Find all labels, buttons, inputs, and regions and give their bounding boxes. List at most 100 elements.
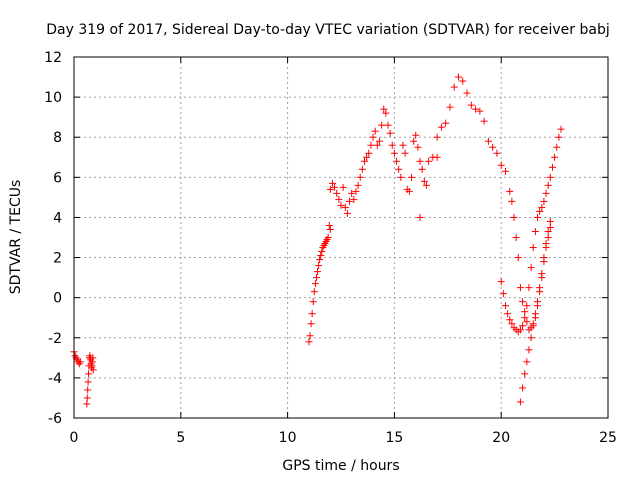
data-point bbox=[89, 366, 97, 374]
data-point bbox=[555, 133, 563, 141]
data-point bbox=[534, 298, 542, 306]
data-point bbox=[348, 189, 356, 197]
data-point bbox=[489, 143, 497, 151]
y-tick-labels: -6 -4 -2 0 2 4 6 8 10 12 bbox=[44, 50, 62, 427]
data-point bbox=[369, 133, 377, 141]
data-point bbox=[325, 221, 333, 229]
data-point bbox=[514, 254, 522, 262]
data-point bbox=[326, 185, 334, 193]
data-point bbox=[401, 149, 409, 157]
data-point bbox=[501, 167, 509, 175]
axis-ticks bbox=[73, 56, 609, 419]
data-point bbox=[422, 181, 430, 189]
data-point bbox=[544, 181, 552, 189]
data-point bbox=[531, 310, 539, 318]
data-point bbox=[519, 322, 527, 330]
data-point bbox=[493, 149, 501, 157]
data-point bbox=[442, 119, 450, 127]
data-point bbox=[542, 240, 550, 248]
data-point bbox=[529, 322, 537, 330]
data-point bbox=[89, 354, 97, 362]
data-point bbox=[538, 270, 546, 278]
data-point bbox=[536, 284, 544, 292]
data-point bbox=[516, 326, 524, 334]
data-point bbox=[531, 227, 539, 235]
data-point bbox=[425, 157, 433, 165]
x-tick-label: 25 bbox=[599, 430, 617, 446]
data-point bbox=[544, 227, 552, 235]
y-tick-label: 10 bbox=[44, 90, 62, 106]
y-tick-label: -6 bbox=[48, 411, 62, 427]
data-point bbox=[418, 165, 426, 173]
x-tick-label: 0 bbox=[70, 430, 79, 446]
data-point bbox=[501, 302, 509, 310]
data-point bbox=[450, 83, 458, 91]
data-point bbox=[433, 133, 441, 141]
data-point bbox=[446, 103, 454, 111]
y-tick-label: 8 bbox=[53, 130, 62, 146]
data-point bbox=[308, 310, 316, 318]
data-point bbox=[497, 161, 505, 169]
y-tick-label: 2 bbox=[53, 251, 62, 267]
x-tick-label: 15 bbox=[385, 430, 403, 446]
data-point bbox=[84, 386, 92, 394]
data-point bbox=[85, 370, 93, 378]
data-point bbox=[397, 173, 405, 181]
data-point bbox=[437, 123, 445, 131]
data-point bbox=[499, 290, 507, 298]
data-point bbox=[311, 280, 319, 288]
data-point bbox=[412, 131, 420, 139]
data-point bbox=[390, 149, 398, 157]
data-point bbox=[83, 400, 91, 408]
data-point bbox=[553, 143, 561, 151]
data-point bbox=[516, 398, 524, 406]
y-tick-label: 12 bbox=[44, 50, 62, 66]
y-tick-label: 0 bbox=[53, 291, 62, 307]
data-point bbox=[358, 165, 366, 173]
data-point bbox=[508, 320, 516, 328]
data-point bbox=[540, 254, 548, 262]
y-tick-label: -2 bbox=[48, 331, 62, 347]
data-point bbox=[527, 264, 535, 272]
data-point bbox=[309, 298, 317, 306]
data-point bbox=[433, 153, 441, 161]
data-point bbox=[360, 157, 368, 165]
data-point bbox=[484, 137, 492, 145]
data-point bbox=[384, 121, 392, 129]
data-point bbox=[395, 165, 403, 173]
data-point bbox=[380, 105, 388, 113]
data-point bbox=[363, 153, 371, 161]
data-point bbox=[354, 181, 362, 189]
data-point bbox=[328, 179, 336, 187]
data-point bbox=[508, 197, 516, 205]
data-point bbox=[382, 109, 390, 117]
data-point bbox=[306, 332, 314, 340]
data-point bbox=[324, 234, 332, 241]
x-tick-labels: 0 5 10 15 20 25 bbox=[70, 430, 617, 446]
y-tick-label: -4 bbox=[48, 371, 62, 387]
data-point bbox=[523, 358, 531, 366]
data-point bbox=[546, 223, 554, 231]
data-point bbox=[525, 284, 533, 292]
data-point bbox=[548, 163, 556, 171]
chart-title: Day 319 of 2017, Sidereal Day-to-day VTE… bbox=[46, 22, 609, 38]
data-point bbox=[393, 157, 401, 165]
data-point bbox=[538, 203, 546, 211]
grid bbox=[74, 57, 608, 418]
data-point bbox=[84, 378, 92, 386]
data-point bbox=[506, 316, 514, 324]
data-point bbox=[540, 197, 548, 205]
data-point bbox=[350, 195, 358, 203]
data-point bbox=[516, 284, 524, 292]
data-point bbox=[373, 141, 381, 149]
data-point bbox=[367, 141, 375, 149]
data-point bbox=[310, 288, 318, 296]
data-point bbox=[333, 189, 341, 197]
data-point bbox=[318, 248, 326, 256]
data-point bbox=[542, 189, 550, 197]
data-point bbox=[523, 318, 531, 326]
data-point bbox=[316, 256, 324, 264]
data-point bbox=[523, 302, 531, 310]
data-point bbox=[480, 117, 488, 125]
